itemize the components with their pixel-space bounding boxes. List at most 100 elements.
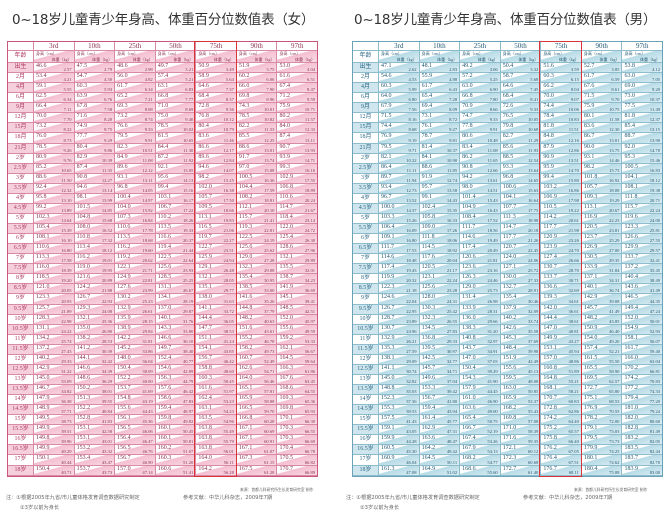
height-value: 146.5 — [624, 294, 638, 301]
age-cell: 9月 — [8, 103, 33, 113]
weight-value: 11.46 — [223, 137, 234, 143]
weight-value: 5.68 — [530, 77, 539, 83]
height-value: 131.3 — [157, 284, 172, 291]
height-value: 158.8 — [198, 364, 212, 371]
percentile-cell: 125.9 24.94 — [195, 254, 236, 264]
height-value: 79.8 — [502, 123, 514, 130]
age-cell: 15.5岁 — [353, 425, 378, 435]
height-value: 66.8 — [462, 93, 473, 100]
weight-value: 36.29 — [101, 379, 113, 384]
percentile-cell: 164.2 49.42 — [418, 445, 460, 455]
height-value: 154.9 — [624, 324, 638, 331]
height-value: 179.5 — [583, 435, 598, 442]
units-header-cell: 身高（cm） 体重（kg） — [235, 51, 277, 62]
percentile-cell: 138.9 29.84 — [114, 324, 155, 334]
weight-value: 49.73 — [264, 348, 275, 354]
percentile-cell: 57.2 5.25 — [459, 73, 500, 83]
percentile-cell: 100.5 16.36 — [235, 173, 277, 183]
weight-value: 35.58 — [527, 328, 539, 334]
height-value: 147.0 — [543, 324, 557, 331]
percentile-cell: 76.1 9.27 — [418, 123, 460, 133]
weight-value: 59.70 — [264, 409, 275, 415]
header-corner — [8, 42, 33, 50]
weight-value: 17.58 — [61, 258, 72, 264]
weight-value: 22.24 — [649, 207, 661, 213]
weight-value: 2.79 — [104, 67, 113, 73]
height-value: 148.0 — [117, 354, 131, 361]
weight-value: 26.98 — [487, 298, 498, 304]
percentile-cell: 122.0 24.72 — [276, 224, 318, 234]
weight-value: 19.38 — [649, 187, 661, 193]
table-row: 18月 76.0 8.73 77.7 9.29 79.5 9.91 81.5 10.65 83.6… — [8, 133, 318, 144]
percentile-cell: 89.7 11.94 — [378, 173, 419, 183]
height-value: 51.9 — [238, 63, 250, 69]
weight-value: 11.49 — [649, 107, 661, 113]
percentile-cell: 153.1 45.94 — [540, 344, 581, 354]
percentile-cell: 150.4 40.71 — [33, 465, 74, 475]
percentile-cell: 135.9 28.15 — [114, 314, 155, 324]
weight-value: 29.35 — [609, 258, 620, 264]
table-row: 11.5岁 135.3 27.59 139.5 30.97 143.7 34.91 148.4… — [353, 344, 663, 355]
percentile-cell: 124.2 21.88 — [73, 284, 115, 294]
weight-value: 60.83 — [568, 399, 579, 405]
height-unit-label: 身高（cm） — [462, 51, 484, 56]
age-cell: 6月 — [360, 94, 370, 101]
percentile-cell: 124.9 22.81 — [114, 274, 155, 284]
percentile-cell: 132.3 26.55 — [418, 314, 460, 324]
percentile-cell: 160.1 50.81 — [154, 435, 196, 445]
height-value: 71.5 — [381, 113, 392, 120]
age-cell: 出生 — [8, 63, 33, 73]
percentile-cell: 119.2 20.62 — [114, 254, 155, 264]
weight-value: 55.21 — [568, 379, 579, 384]
boys-panel: 0~18岁儿童青少年身高、体重百分位数值表（男） 3rd 10th 25th 50th… — [338, 0, 666, 516]
age-cell: 13岁 — [359, 375, 372, 382]
percentile-cell: 80.2 11.57 — [276, 113, 318, 123]
height-value: 53.0 — [279, 63, 290, 69]
percentile-header-3rd: 3rd — [33, 42, 74, 50]
weight-value: 5.99 — [408, 87, 417, 93]
height-value: 132.7 — [502, 284, 517, 291]
height-value: 105.7 — [198, 193, 212, 200]
percentile-cell: 142.6 35.58 — [499, 324, 541, 334]
height-value: 145.7 — [583, 304, 598, 311]
height-unit-label: 身高（cm） — [76, 51, 98, 56]
percentile-cell: 95.3 15.46 — [621, 153, 663, 163]
percentile-cell: 146.6 36.10 — [154, 334, 196, 344]
height-value: 166.3 — [279, 364, 293, 371]
height-value: 108.4 — [462, 213, 476, 220]
height-value: 170.7 — [279, 465, 293, 472]
height-value: 135.9 — [117, 314, 131, 321]
height-value: 109.1 — [381, 234, 395, 241]
percentile-cell: 163.6 48.47 — [418, 435, 460, 445]
weight-value: 6.90 — [489, 87, 498, 93]
percentile-cell: 149.5 38.73 — [33, 415, 74, 425]
height-value: 153.2 — [76, 445, 91, 452]
weight-value: 33.00 — [264, 288, 275, 294]
percentile-cell: 86.7 13.01 — [580, 133, 622, 143]
height-value: 75.9 — [583, 103, 595, 110]
height-value: 148.8 — [381, 385, 395, 391]
weight-value: 32.69 — [568, 288, 579, 294]
percentile-cell: 96.7 13.52 — [378, 193, 419, 203]
table-row: 9月 66.4 7.11 67.8 7.58 69.3 8.08 71.0 8.69 72.8 9.… — [8, 103, 318, 114]
height-value: 111.3 — [502, 213, 516, 220]
percentile-cell: 104.1 16.64 — [499, 193, 541, 203]
percentile-header-97th: 97th — [276, 42, 317, 50]
weight-value: 49.20 — [609, 338, 620, 344]
percentile-cell: 148.2 43.85 — [580, 314, 622, 324]
height-value: 136.8 — [421, 334, 436, 341]
weight-value: 43.73 — [101, 469, 113, 475]
percentile-cell: 151.6 43.61 — [235, 324, 277, 334]
weight-value: 83.00 — [649, 469, 661, 475]
weight-value: 6.51 — [307, 77, 316, 83]
percentile-cell: 139.5 30.97 — [418, 344, 460, 354]
percentile-cell: 86.6 12.17 — [195, 143, 236, 153]
weight-value: 11.11 — [406, 167, 417, 173]
height-value: 144.8 — [238, 304, 253, 311]
percentile-cell: 90.8 12.66 — [459, 163, 500, 173]
weight-value: 27.59 — [406, 348, 417, 354]
percentile-cell: 152.8 41.83 — [73, 415, 115, 425]
percentile-cell: 128.6 27.96 — [276, 244, 318, 254]
table-row: 13.5岁 148.8 35.03 153.3 39.42 157.9 44.45 163.0… — [353, 385, 663, 396]
percentile-cell: 116.5 21.06 — [195, 224, 236, 234]
